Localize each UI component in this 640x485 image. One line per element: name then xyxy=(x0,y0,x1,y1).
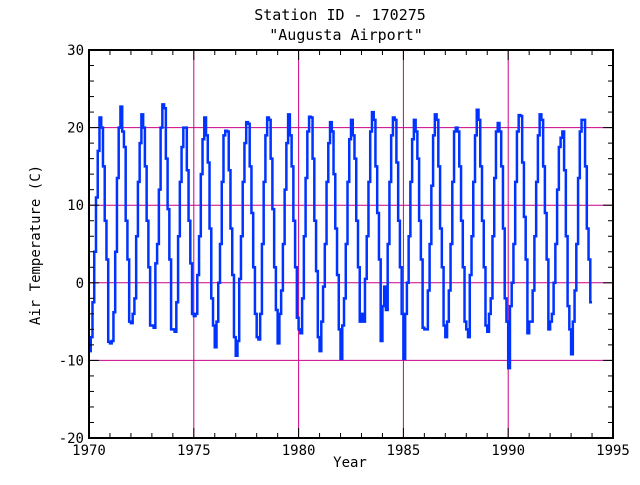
x-axis-label: Year xyxy=(333,455,367,471)
chart-title: Station ID - 170275 xyxy=(254,6,426,24)
y-tick-label: 0 xyxy=(76,276,84,292)
y-tick-label: -10 xyxy=(59,353,84,369)
series-line xyxy=(89,103,593,370)
y-tick-label: 10 xyxy=(67,198,84,214)
series-layer xyxy=(89,103,593,370)
x-tick-label: 1980 xyxy=(282,443,316,459)
y-axis-label: Air Temperature (C) xyxy=(28,165,44,325)
x-tick-label: 1970 xyxy=(72,443,106,459)
y-tick-label: -20 xyxy=(59,431,84,447)
x-tick-label: 1995 xyxy=(596,443,630,459)
y-tick-label: 30 xyxy=(67,43,84,59)
grid-lines xyxy=(89,50,613,438)
axis-ticks xyxy=(88,49,614,439)
y-tick-label: 20 xyxy=(67,121,84,137)
x-tick-label: 1975 xyxy=(177,443,211,459)
chart-subtitle: "Augusta Airport" xyxy=(269,26,423,44)
x-tick-label: 1985 xyxy=(387,443,421,459)
y-tick-labels: -20 -10 0 10 20 30 xyxy=(59,43,84,447)
plot-area-frame xyxy=(88,49,614,439)
x-tick-labels: 1970 1975 1980 1985 1990 1995 xyxy=(72,443,630,459)
x-tick-label: 1990 xyxy=(491,443,525,459)
